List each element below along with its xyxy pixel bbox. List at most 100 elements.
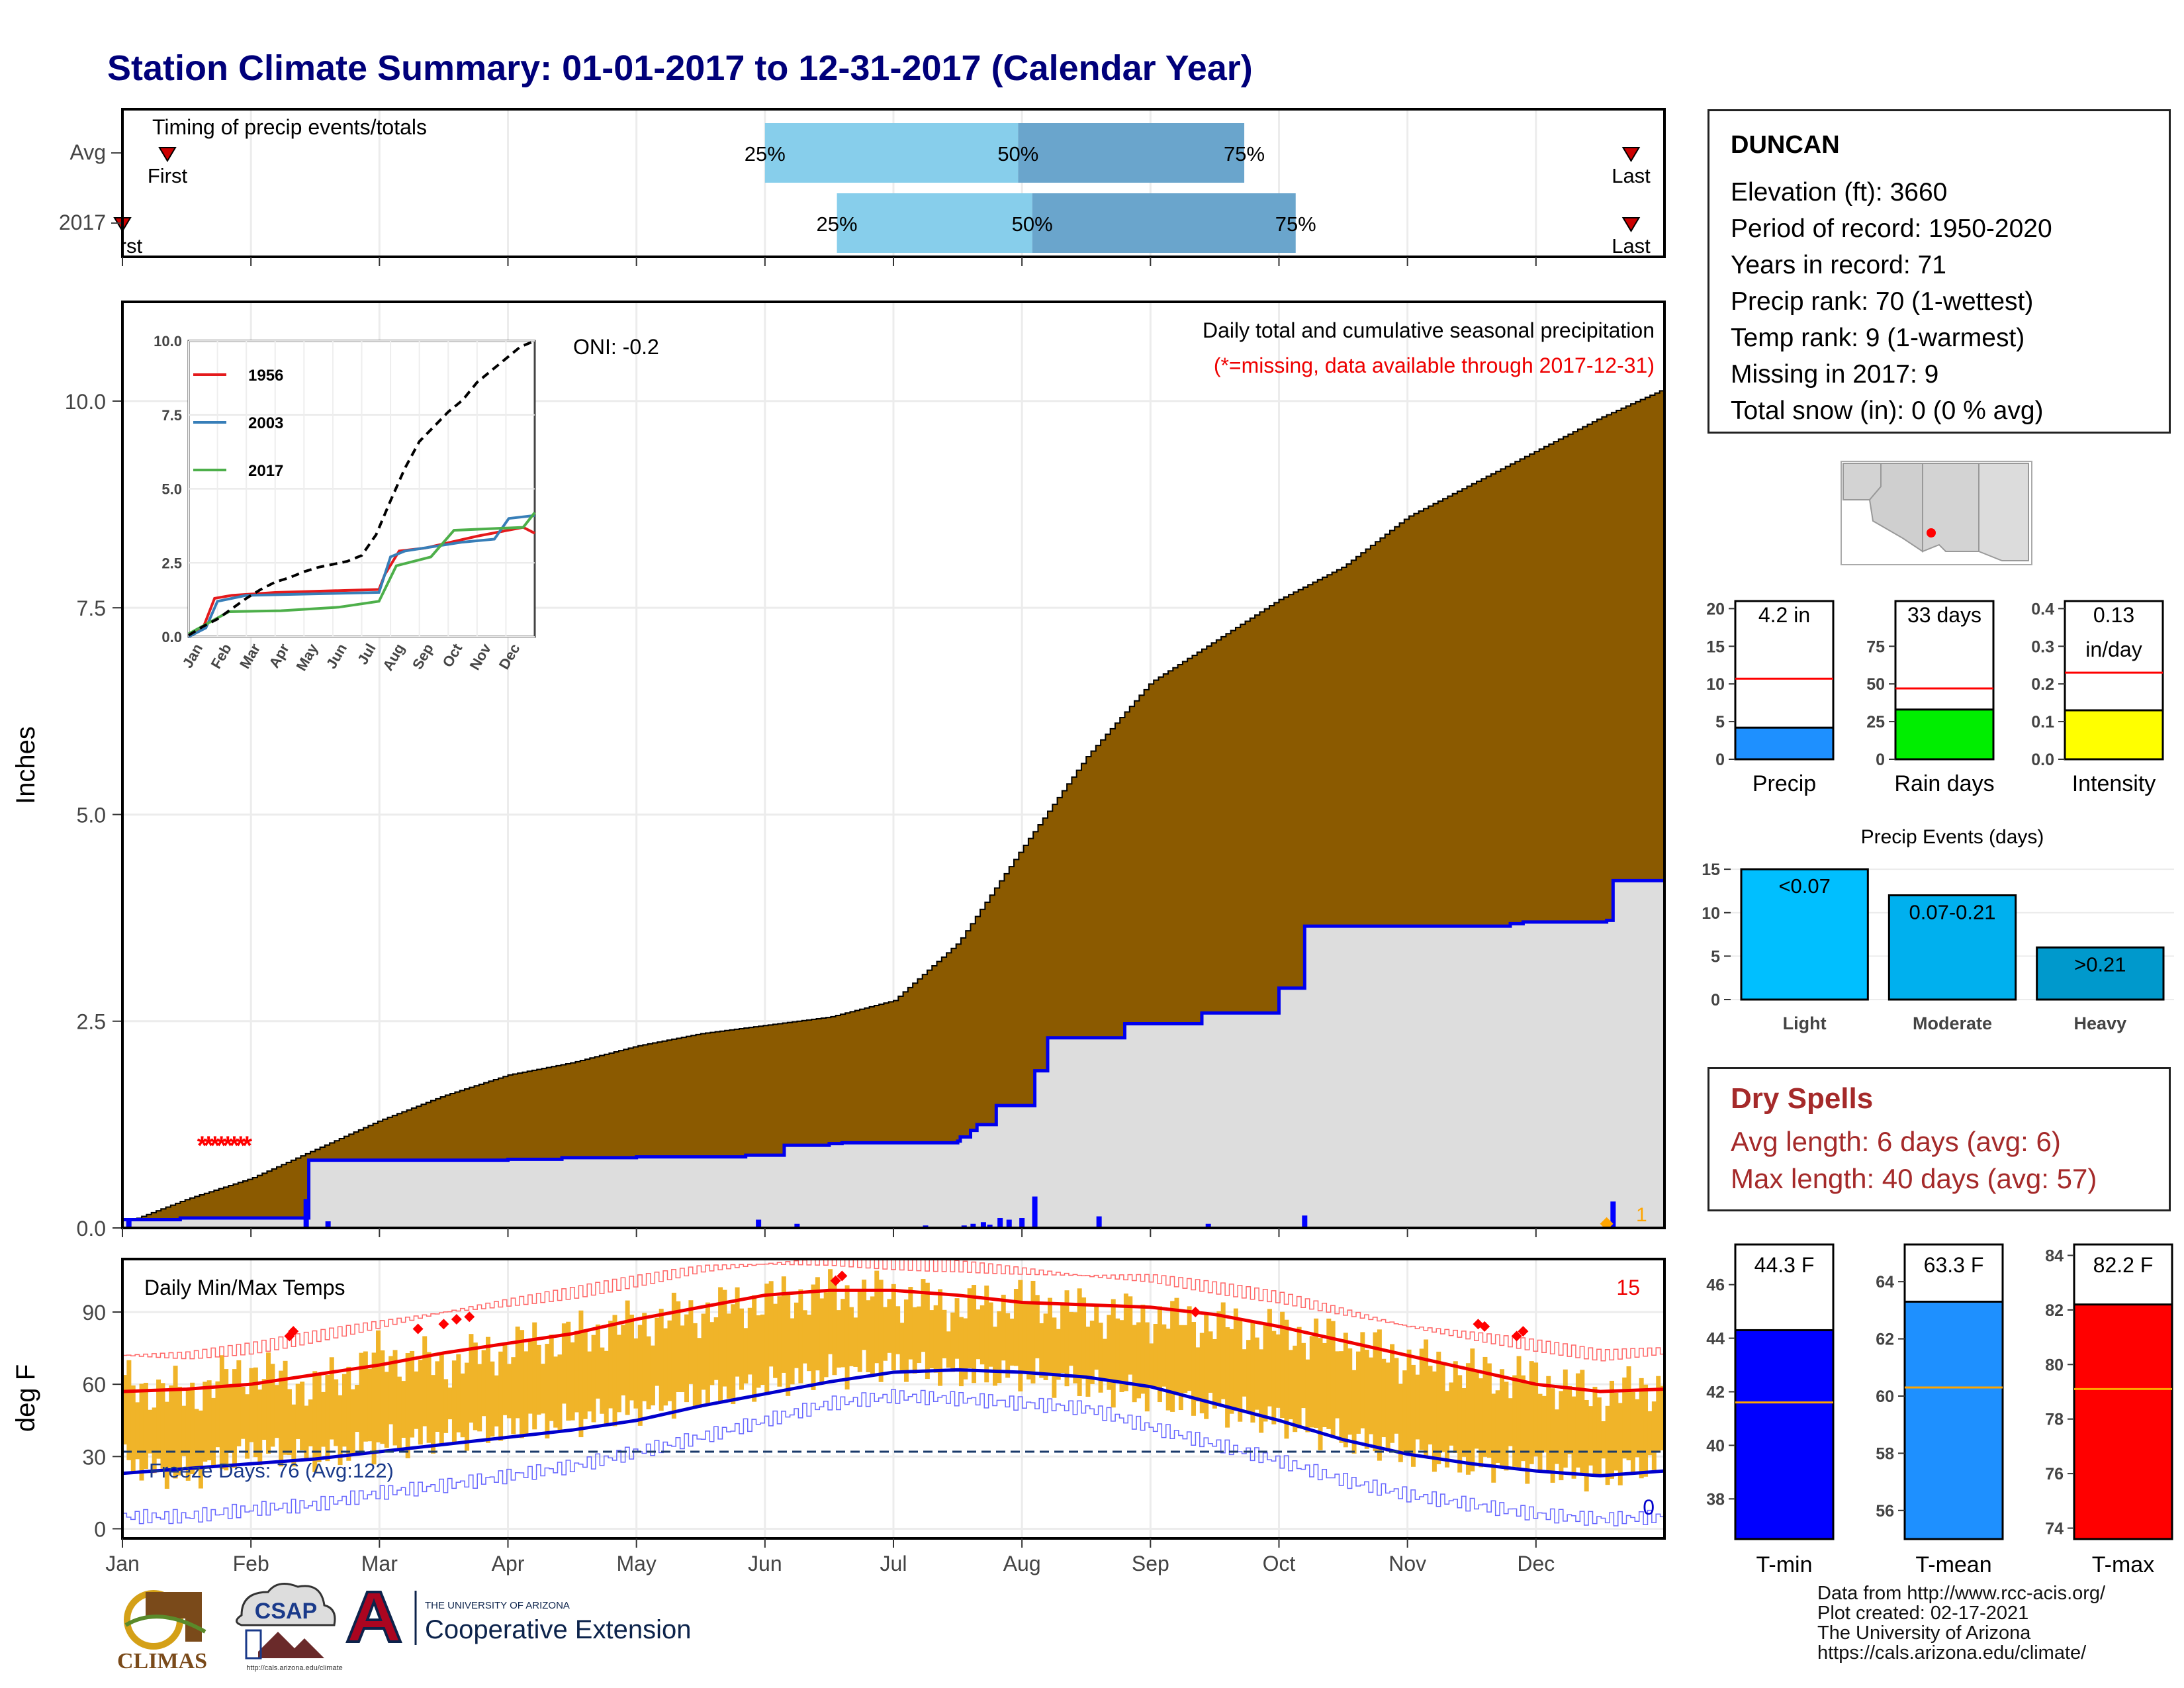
temp-plot-area — [122, 1259, 1664, 1526]
daily-temp-bar — [942, 1309, 947, 1358]
month-label: Dec — [1517, 1552, 1555, 1575]
station-period: Period of record: 1950-2020 — [1731, 214, 2052, 243]
daily-temp-bar — [608, 1321, 614, 1409]
daily-temp-bar — [1512, 1375, 1518, 1467]
temp-bar-tick-label: 44 — [1706, 1330, 1725, 1348]
csap-logo-cloud — [236, 1583, 336, 1626]
timing-last-marker — [1621, 147, 1641, 162]
record-high-count: 15 — [1616, 1276, 1640, 1299]
record-high-marker — [1190, 1307, 1201, 1318]
daily-temp-bar — [1402, 1370, 1408, 1452]
daily-temp-bar — [739, 1308, 744, 1390]
daily-temp-bar — [976, 1309, 981, 1360]
csap-logo-building — [245, 1629, 262, 1660]
daily-temp-bar — [646, 1336, 651, 1409]
daily-temp-bar — [224, 1369, 229, 1471]
daily-temp-bar — [274, 1385, 279, 1438]
daily-temp-bar — [1242, 1349, 1247, 1397]
station-info-box: DUNCAN Elevation (ft): 3660 Period of re… — [1707, 109, 2171, 434]
daily-temp-bar — [574, 1331, 580, 1413]
daily-temp-bar — [1398, 1383, 1403, 1462]
temp-bar-tick-label: 60 — [1876, 1387, 1894, 1406]
timing-clip-cover — [0, 232, 121, 258]
daily-temp-bar — [473, 1342, 478, 1430]
timing-p25-label: 25% — [817, 212, 858, 236]
daily-temp-bar — [1305, 1359, 1310, 1432]
daily-temp-bar — [680, 1325, 685, 1393]
station-elevation: Elevation (ft): 3660 — [1731, 178, 1948, 207]
mini-bar-tick-label: 0.3 — [2031, 637, 2054, 656]
temp-ytick-label: 60 — [82, 1373, 106, 1397]
timing-p50-label: 50% — [997, 142, 1038, 165]
daily-temp-bar — [1322, 1342, 1327, 1428]
daily-temp-bar — [1119, 1320, 1124, 1392]
daily-temp-bar — [1030, 1280, 1036, 1383]
daily-temp-bar — [540, 1364, 545, 1414]
daily-temp-bar — [1259, 1349, 1264, 1433]
daily-precip-bar — [126, 1218, 132, 1228]
daily-temp-bar — [515, 1327, 520, 1419]
daily-temp-bar — [435, 1361, 440, 1432]
daily-temp-bar — [1647, 1411, 1653, 1456]
daily-temp-bar — [291, 1404, 296, 1467]
daily-precip-bar — [1019, 1218, 1025, 1228]
daily-temp-bar — [866, 1300, 871, 1372]
month-label: Jun — [748, 1552, 782, 1575]
daily-temp-bar — [304, 1405, 309, 1459]
daily-temp-bar — [1584, 1399, 1589, 1492]
daily-temp-bar — [1457, 1375, 1463, 1473]
daily-temp-bar — [621, 1325, 626, 1395]
daily-temp-bar — [346, 1366, 351, 1461]
mini-bar-value-label: 33 days — [1907, 603, 1981, 627]
daily-temp-bar — [811, 1284, 816, 1390]
daily-temp-bar — [1470, 1348, 1475, 1472]
daily-temp-bar — [718, 1287, 723, 1403]
daily-temp-bar — [743, 1328, 749, 1383]
daily-temp-bar — [164, 1401, 169, 1489]
daily-temp-bar — [979, 1305, 985, 1365]
daily-temp-bar — [341, 1374, 347, 1447]
missing-marker: * — [210, 1131, 220, 1160]
temp-ylabel: deg F — [11, 1364, 40, 1432]
missing-marker: * — [242, 1131, 253, 1160]
daily-temp-bar — [536, 1344, 541, 1415]
timing-first-label: First — [148, 164, 188, 187]
daily-temp-bar — [570, 1342, 575, 1421]
mini-bar-tick-label: 0 — [1876, 751, 1885, 769]
daily-temp-bar — [828, 1269, 833, 1354]
daily-temp-bar — [1052, 1317, 1057, 1398]
daily-temp-bar — [1474, 1371, 1479, 1449]
daily-precip-bar — [325, 1221, 331, 1228]
daily-temp-bar — [1107, 1315, 1112, 1390]
daily-temp-bar — [655, 1317, 660, 1386]
daily-precip-bar — [303, 1199, 309, 1228]
daily-temp-bar — [760, 1314, 765, 1385]
daily-temp-bar — [1009, 1319, 1015, 1366]
timing-p75-label: 75% — [1224, 142, 1265, 165]
daily-temp-bar — [701, 1313, 706, 1390]
timing-box-25-50 — [837, 193, 1032, 253]
daily-temp-bar — [819, 1298, 825, 1383]
daily-temp-bar — [713, 1317, 719, 1380]
temp-bar-chart-2: 82.2 F 74 76 78 80 82 84 T-max — [2045, 1243, 2173, 1577]
daily-temp-bar — [1445, 1391, 1450, 1468]
daily-temp-bar — [1026, 1301, 1032, 1380]
mini-bar-tick-label: 20 — [1706, 600, 1725, 618]
daily-temp-bar — [1089, 1321, 1095, 1384]
daily-temp-bar — [895, 1306, 901, 1354]
svg-text:CLIMAS: CLIMAS — [117, 1649, 207, 1673]
daily-temp-bar — [1381, 1358, 1387, 1438]
daily-temp-bar — [1191, 1322, 1197, 1416]
daily-temp-bar — [1428, 1366, 1433, 1445]
mini-bar-value — [2064, 709, 2164, 761]
daily-temp-bar — [203, 1382, 208, 1462]
daily-temp-bar — [1220, 1302, 1226, 1399]
daily-temp-bar — [1022, 1303, 1027, 1374]
record-high-marker — [1479, 1321, 1490, 1332]
daily-temp-bar — [844, 1285, 850, 1390]
daily-temp-bar — [1250, 1321, 1255, 1423]
daily-temp-bar — [954, 1298, 960, 1359]
daily-temp-bar — [206, 1380, 212, 1461]
daily-temp-bar — [181, 1405, 187, 1456]
